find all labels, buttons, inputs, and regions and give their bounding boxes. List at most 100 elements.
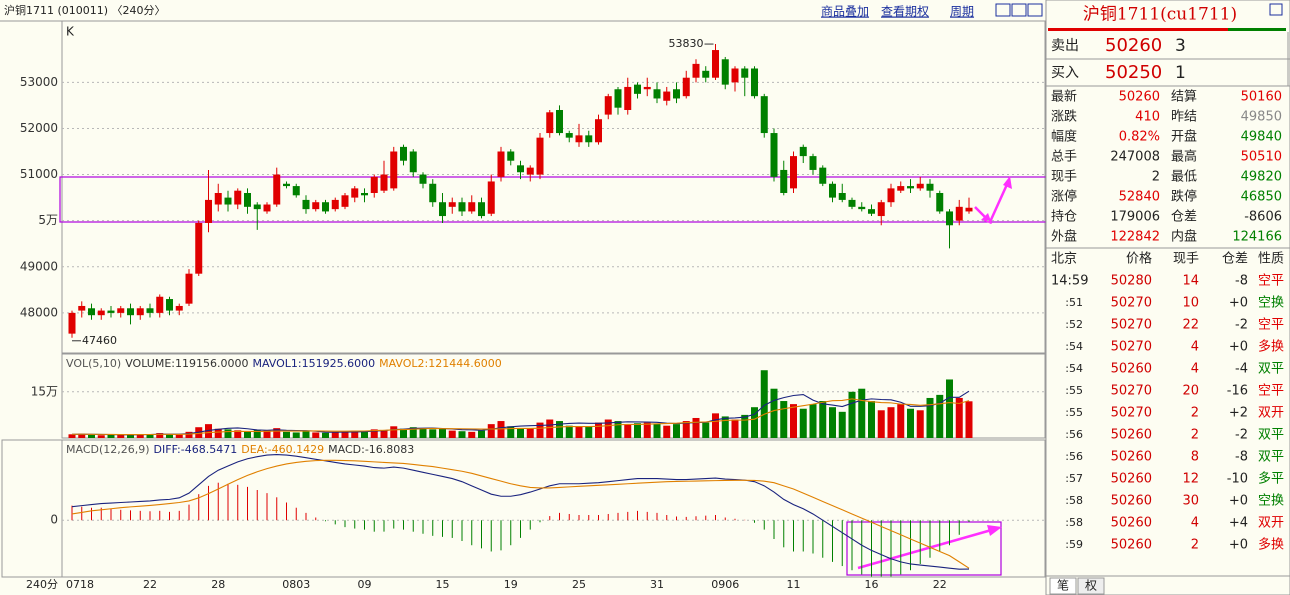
trade-cell: +0	[1229, 296, 1248, 311]
candle-body	[614, 89, 622, 108]
tab[interactable]	[1049, 577, 1077, 595]
candle-body	[136, 308, 144, 316]
x-tick-label: 19	[504, 578, 518, 591]
trade-cell: 50270	[1111, 384, 1152, 399]
candle-body	[907, 186, 914, 189]
candle-body	[351, 188, 359, 198]
volume-bar	[809, 404, 817, 438]
legend-entry: DEA:-460.1429	[241, 443, 324, 456]
trade-cell: :51	[1065, 296, 1083, 309]
y-tick-label: 15万	[31, 384, 58, 398]
close-button[interactable]	[1269, 3, 1283, 16]
y-tick-label: 0	[50, 513, 58, 527]
trade-cell: 多换	[1258, 339, 1284, 355]
trade-cell: -2	[1235, 428, 1248, 443]
trade-cell: 50270	[1111, 406, 1152, 421]
nav-buttons[interactable]	[995, 3, 1043, 17]
volume-bar	[341, 431, 349, 438]
link[interactable]: 查看期权	[881, 5, 929, 19]
candle-body	[390, 151, 398, 189]
candle-body	[546, 112, 554, 134]
divergence-box	[846, 521, 1002, 576]
volume-bar	[673, 424, 680, 438]
quote-label: 最高	[1171, 149, 1197, 165]
trade-cell: 2	[1191, 428, 1199, 443]
volume-bar	[487, 424, 495, 438]
candle-body	[663, 91, 671, 101]
candle-body	[283, 183, 290, 187]
volume-bar	[858, 388, 866, 438]
volume-bar	[663, 425, 671, 438]
candle-body	[127, 308, 134, 316]
quote-label: 跌停	[1171, 189, 1197, 205]
candle-body	[166, 299, 173, 311]
trade-cell: 12	[1182, 472, 1199, 487]
candle-body	[585, 135, 593, 143]
candle-body	[643, 86, 651, 90]
trade-cell: -2	[1235, 318, 1248, 333]
tab-label[interactable]: 笔	[1057, 578, 1069, 593]
volume-bar	[439, 428, 446, 438]
quote-value: -8606	[1244, 210, 1282, 225]
volume-bar	[653, 423, 661, 438]
quote-value: 50510	[1241, 150, 1282, 165]
volume-bar	[926, 397, 934, 438]
volume-bar	[409, 427, 417, 438]
candle-body	[409, 151, 417, 173]
volume-bar	[214, 428, 222, 438]
trade-cell: :54	[1065, 362, 1083, 375]
trade-header: 价格	[1126, 251, 1152, 267]
link[interactable]: 周期	[950, 5, 974, 19]
candle-body	[653, 89, 661, 99]
candle-body	[799, 146, 807, 157]
candle-body	[253, 204, 261, 210]
arrow-head	[987, 525, 1002, 536]
candle-body	[107, 310, 115, 313]
trade-cell: 10	[1182, 296, 1199, 311]
candle-body	[88, 308, 95, 316]
x-tick-label: 15	[436, 578, 450, 591]
volume-bar	[731, 419, 739, 438]
indicator-line	[71, 454, 970, 570]
tab[interactable]	[1077, 577, 1105, 595]
trade-cell: 双开	[1258, 406, 1284, 421]
trade-cell: 空换	[1258, 494, 1284, 509]
candle-body	[536, 137, 544, 175]
trade-cell: 8	[1191, 450, 1199, 465]
candle-body	[263, 204, 271, 212]
trade-cell: 双开	[1258, 516, 1284, 531]
volume-bar	[117, 434, 125, 438]
trade-cell: 14:59	[1051, 274, 1088, 289]
trade-cell: 50260	[1111, 362, 1152, 377]
candle-body	[175, 305, 183, 311]
quote-label: 幅度	[1051, 129, 1077, 145]
indicator-line	[71, 459, 970, 569]
link[interactable]: 商品叠加	[821, 4, 869, 19]
candle-body	[692, 63, 700, 78]
volume-bar	[526, 428, 534, 438]
candle-body	[341, 195, 349, 207]
candle-body	[292, 186, 300, 196]
volume-bar	[156, 433, 164, 438]
candle-body	[604, 96, 612, 115]
candle-body	[205, 199, 212, 223]
trade-cell: -8	[1235, 450, 1248, 465]
volume-bar	[331, 432, 339, 438]
trade-cell: 50260	[1111, 494, 1152, 509]
x-tick-label: 0906	[711, 578, 739, 591]
trade-cell: 50270	[1111, 318, 1152, 333]
tab-label[interactable]: 权	[1085, 579, 1097, 593]
candle-body	[224, 197, 232, 205]
trade-cell: 4	[1191, 516, 1199, 531]
x-tick-label: 22	[933, 578, 947, 591]
volume-bar	[829, 407, 836, 438]
legend-entry: DIFF:-468.5471	[154, 443, 238, 456]
legend-entry: MACD(12,26,9)	[66, 443, 150, 456]
window-title: 沪铜1711 (010011) 〈240分〉	[4, 3, 166, 17]
candle-body	[507, 151, 515, 161]
trade-cell: 双平	[1258, 450, 1284, 465]
trade-cell: :55	[1065, 406, 1083, 419]
candle-body	[897, 186, 905, 191]
volume-bar	[88, 434, 95, 438]
quote-value: 0.82%	[1119, 130, 1160, 145]
